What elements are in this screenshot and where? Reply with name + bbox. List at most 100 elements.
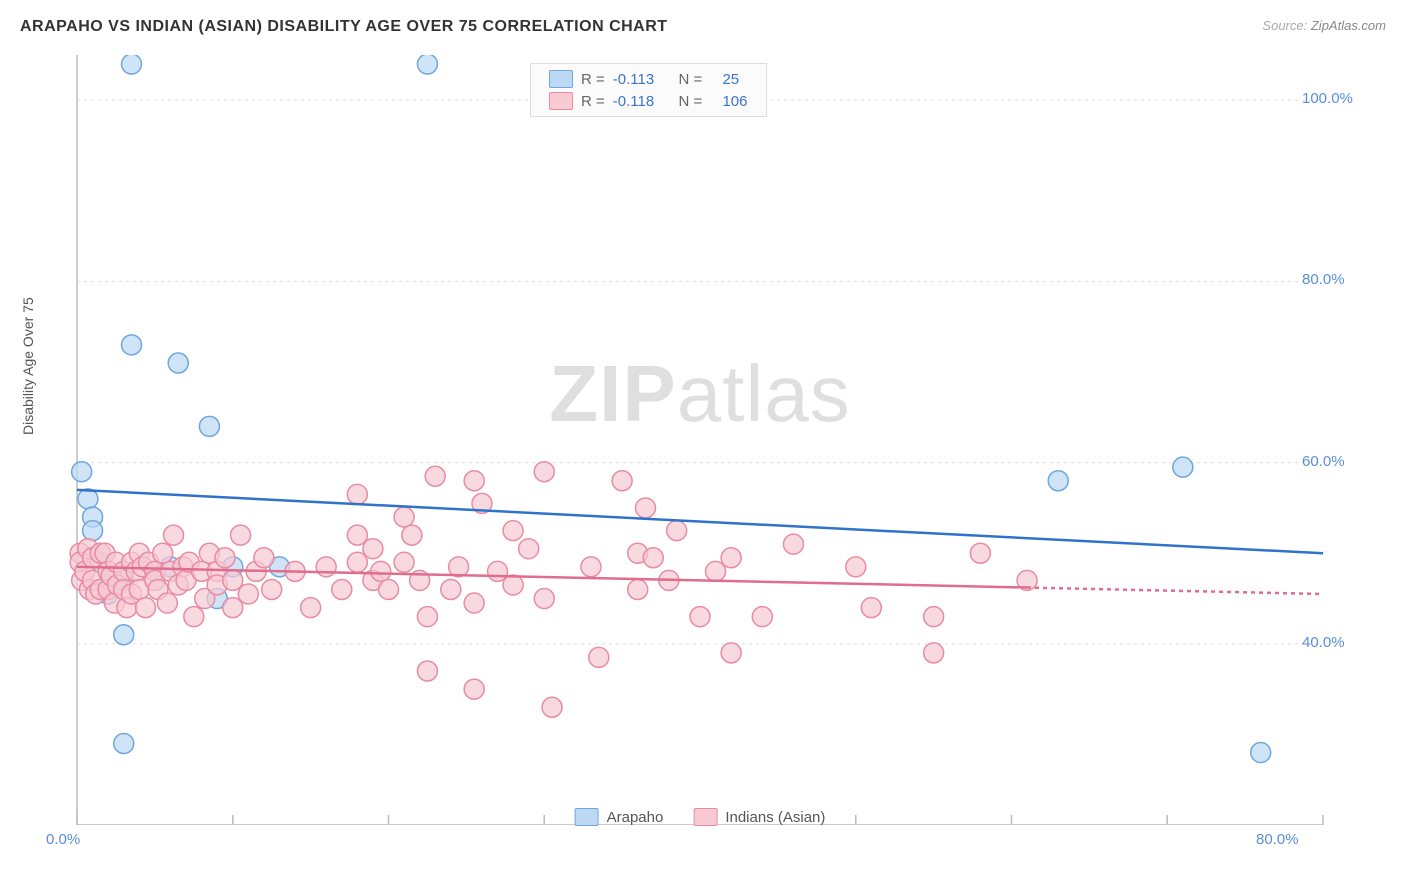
trend-line	[77, 490, 1323, 553]
y-tick-label: 80.0%	[1302, 271, 1357, 288]
data-point	[721, 643, 741, 663]
legend-swatch	[549, 70, 573, 88]
legend-swatch	[549, 92, 573, 110]
data-point	[231, 525, 251, 545]
scatter-chart	[50, 55, 1350, 825]
legend-r-label: R =	[581, 93, 605, 110]
data-point	[589, 647, 609, 667]
data-point	[122, 55, 142, 74]
data-point	[402, 525, 422, 545]
correlation-legend: R = -0.113 N = 25 R = -0.118 N = 106	[530, 63, 767, 117]
data-point	[706, 561, 726, 581]
legend-row: R = -0.113 N = 25	[549, 68, 748, 90]
data-point	[534, 589, 554, 609]
data-point	[752, 607, 772, 627]
data-point	[970, 543, 990, 563]
data-point	[122, 335, 142, 355]
data-point	[262, 579, 282, 599]
data-point	[371, 561, 391, 581]
legend-row: R = -0.118 N = 106	[549, 90, 748, 112]
data-point	[379, 579, 399, 599]
data-point	[394, 507, 414, 527]
legend-n-value: 106	[722, 93, 747, 110]
legend-swatch	[575, 808, 599, 826]
data-point	[417, 661, 437, 681]
data-point	[1251, 743, 1271, 763]
data-point	[503, 521, 523, 541]
data-point	[254, 548, 274, 568]
legend-series-name: Indians (Asian)	[725, 809, 825, 826]
data-point	[114, 733, 134, 753]
data-point	[721, 548, 741, 568]
source-value: ZipAtlas.com	[1311, 18, 1386, 33]
data-point	[83, 521, 103, 541]
legend-swatch	[693, 808, 717, 826]
legend-series-name: Arapaho	[607, 809, 664, 826]
legend-n-label: N =	[679, 71, 703, 88]
data-point	[332, 579, 352, 599]
data-point	[184, 607, 204, 627]
y-tick-label: 40.0%	[1302, 634, 1357, 651]
data-point	[783, 534, 803, 554]
data-point	[534, 462, 554, 482]
data-point	[861, 598, 881, 618]
data-point	[612, 471, 632, 491]
data-point	[223, 598, 243, 618]
data-point	[635, 498, 655, 518]
data-point	[347, 525, 367, 545]
data-point	[519, 539, 539, 559]
chart-area: Disability Age Over 75 ZIPatlas R =-0.11…	[50, 55, 1350, 825]
legend-r-label: R =	[581, 71, 605, 88]
legend-item: Indians (Asian)	[693, 808, 825, 826]
data-point	[223, 570, 243, 590]
data-point	[581, 557, 601, 577]
data-point	[924, 643, 944, 663]
data-point	[347, 552, 367, 572]
data-point	[301, 598, 321, 618]
data-point	[72, 462, 92, 482]
data-point	[417, 55, 437, 74]
series-legend: Arapaho Indians (Asian)	[575, 808, 826, 826]
legend-n-label: N =	[679, 93, 703, 110]
y-axis-title: Disability Age Over 75	[20, 297, 36, 435]
y-tick-label: 100.0%	[1302, 90, 1357, 107]
data-point	[503, 575, 523, 595]
data-point	[690, 607, 710, 627]
data-point	[363, 539, 383, 559]
data-point	[667, 521, 687, 541]
data-point	[153, 543, 173, 563]
data-point	[417, 607, 437, 627]
y-tick-label: 60.0%	[1302, 453, 1357, 470]
data-point	[488, 561, 508, 581]
data-point	[136, 598, 156, 618]
data-point	[628, 579, 648, 599]
data-point	[425, 466, 445, 486]
data-point	[316, 557, 336, 577]
data-point	[441, 579, 461, 599]
legend-r-value: -0.113	[613, 71, 654, 88]
data-point	[542, 697, 562, 717]
data-point	[164, 525, 184, 545]
trend-line-extrapolated	[1027, 588, 1323, 594]
data-point	[199, 416, 219, 436]
data-point	[168, 353, 188, 373]
data-point	[394, 552, 414, 572]
data-point	[114, 625, 134, 645]
data-point	[924, 607, 944, 627]
source-prefix: Source:	[1262, 18, 1307, 33]
data-point	[464, 679, 484, 699]
x-tick-label: 80.0%	[1256, 831, 1299, 845]
data-point	[464, 471, 484, 491]
legend-n-value: 25	[722, 71, 739, 88]
data-point	[238, 584, 258, 604]
legend-r-value: -0.118	[613, 93, 654, 110]
data-point	[643, 548, 663, 568]
x-tick-label: 0.0%	[46, 831, 80, 845]
data-point	[157, 593, 177, 613]
chart-title: ARAPAHO VS INDIAN (ASIAN) DISABILITY AGE…	[20, 18, 668, 36]
data-point	[464, 593, 484, 613]
data-point	[846, 557, 866, 577]
data-point	[1173, 457, 1193, 477]
legend-item: Arapaho	[575, 808, 664, 826]
data-point	[347, 484, 367, 504]
